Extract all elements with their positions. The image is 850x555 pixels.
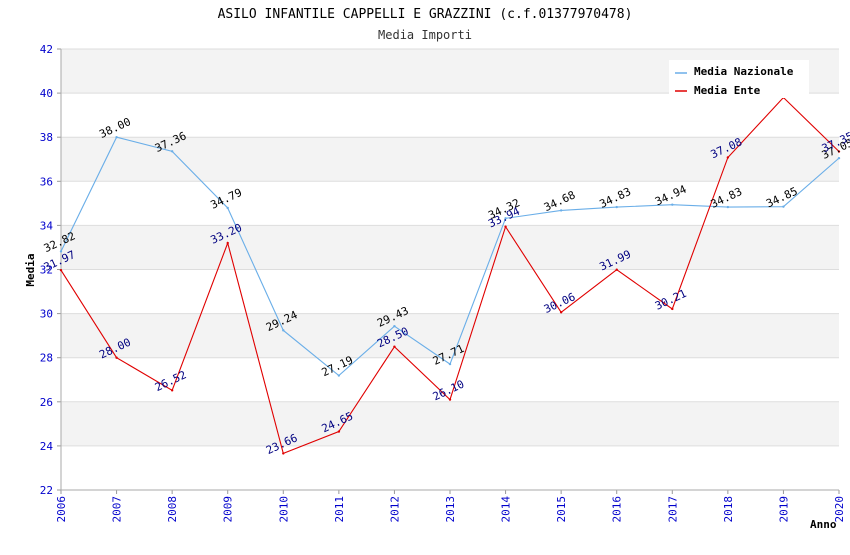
data-point	[282, 329, 285, 332]
x-tick-label: 2015	[555, 496, 568, 523]
data-point	[671, 203, 674, 206]
data-point	[337, 430, 341, 433]
grid-band	[61, 445, 839, 490]
data-point	[782, 205, 785, 208]
x-tick-labels: 2006 2007 2008 2009 2010 2011 2012 2013 2014 2015…	[55, 496, 846, 523]
x-tick-label: 2017	[666, 496, 679, 523]
x-tick-label: 2006	[55, 496, 68, 523]
legend-box	[669, 60, 809, 98]
grid-band	[61, 313, 839, 358]
grid-band	[61, 401, 839, 446]
y-tick-label: 36	[40, 175, 53, 188]
y-tick-label: 30	[40, 308, 53, 321]
y-axis-label: Media	[24, 253, 37, 286]
x-tick-label: 2020	[833, 496, 846, 523]
grid-band	[61, 181, 839, 226]
y-tick-label: 26	[40, 396, 53, 409]
data-point	[504, 225, 507, 228]
data-point	[115, 356, 118, 359]
data-point	[448, 398, 452, 401]
y-tick-label: 32	[40, 264, 53, 277]
chart-title: ASILO INFANTILE CAPPELLI E GRAZZINI (c.f…	[218, 7, 633, 22]
data-point	[726, 156, 730, 159]
data-point	[59, 250, 63, 253]
legend: Media Nazionale Media Ente	[669, 60, 809, 98]
data-point	[559, 209, 563, 212]
x-axis-label: Anno	[810, 518, 837, 531]
x-tick-label: 2016	[611, 496, 624, 523]
x-tick-label: 2019	[777, 496, 790, 523]
data-point	[282, 452, 285, 455]
legend-label-media-nazionale: Media Nazionale	[694, 65, 794, 78]
data-point	[59, 268, 63, 272]
grid-band	[61, 93, 839, 138]
data-point	[226, 206, 229, 210]
data-point	[170, 150, 174, 153]
chart-subtitle: Media Importi	[378, 28, 472, 42]
x-tick-label: 2018	[722, 496, 735, 523]
x-tick-label: 2014	[500, 496, 513, 523]
data-point	[837, 150, 841, 153]
data-point	[726, 205, 730, 209]
data-point	[170, 389, 174, 392]
data-point	[337, 374, 341, 377]
y-tick-label: 42	[40, 43, 53, 56]
data-point	[448, 362, 452, 366]
data-point	[559, 311, 563, 314]
grid-bands	[61, 49, 839, 490]
y-tick-label: 28	[40, 352, 53, 365]
data-point	[671, 307, 674, 311]
data-point	[393, 324, 396, 328]
grid-band	[61, 225, 839, 270]
data-point	[226, 241, 229, 245]
x-tick-label: 2012	[388, 496, 401, 523]
y-tick-label: 38	[40, 131, 53, 144]
data-point	[393, 345, 396, 348]
x-tick-label: 2008	[166, 496, 179, 523]
legend-label-media-ente: Media Ente	[694, 84, 761, 97]
y-tick-label: 34	[40, 219, 54, 232]
data-point	[837, 156, 841, 160]
grid-band	[61, 137, 839, 182]
y-tick-label: 24	[40, 440, 54, 453]
y-tick-label: 22	[40, 484, 53, 497]
y-tick-labels: 22 24 26 28 30 32 34 36 38 40 42	[40, 43, 54, 497]
data-point	[115, 136, 118, 139]
data-point	[615, 268, 618, 271]
x-tick-label: 2013	[444, 496, 457, 523]
x-tick-label: 2009	[222, 496, 235, 523]
data-point	[504, 217, 507, 220]
x-tick-label: 2011	[333, 496, 346, 523]
data-point	[615, 205, 618, 209]
x-tick-label: 2010	[277, 496, 290, 523]
grid-band	[61, 269, 839, 314]
x-tick-label: 2007	[111, 496, 124, 523]
y-tick-label: 40	[40, 87, 53, 100]
